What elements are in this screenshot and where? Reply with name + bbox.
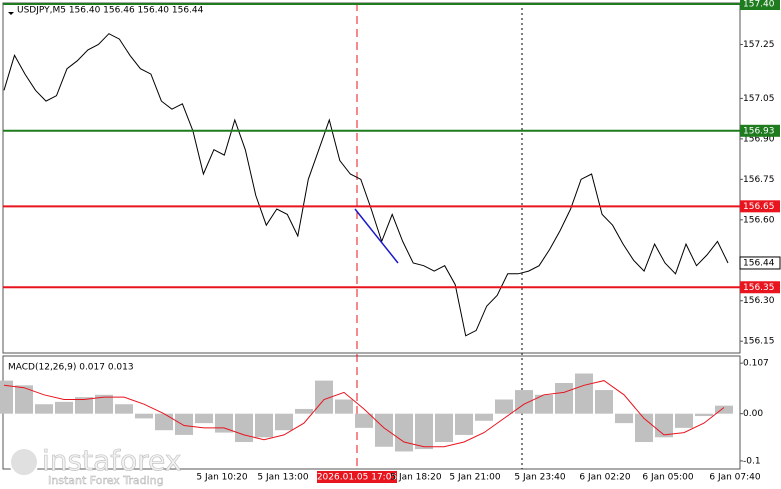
signal-line <box>3 380 725 448</box>
histogram-bar <box>75 397 93 414</box>
histogram-bar <box>435 413 453 443</box>
histogram-bar <box>115 404 133 414</box>
tagline: Instant Forex Trading <box>48 474 164 487</box>
histogram-bar <box>595 390 613 414</box>
y-tick-label: 156.60 <box>743 215 775 225</box>
histogram-bar <box>495 399 513 414</box>
histogram-bar <box>15 385 33 414</box>
histogram-bar <box>295 408 313 414</box>
x-tick-label: 5 Jan 18:20 <box>390 473 442 483</box>
histogram-bar <box>35 404 53 414</box>
histogram-bar <box>175 413 193 435</box>
histogram-bar <box>155 413 173 431</box>
y-tick-label: 157.25 <box>743 40 775 50</box>
histogram-bar <box>335 399 353 414</box>
level-tag <box>740 281 780 294</box>
price-panel <box>2 2 741 354</box>
watermark: instaforex Instant Forex Trading <box>9 444 182 487</box>
y-tick-label: -0.1 <box>743 456 761 466</box>
x-tick-label: 5 Jan 13:00 <box>257 473 309 483</box>
menu-arrow <box>8 12 14 15</box>
x-tick-label: 6 Jan 05:00 <box>642 473 694 483</box>
trend-annotation <box>354 208 399 264</box>
y-tick-label: 156.30 <box>743 296 775 306</box>
x-tick-label: 5 Jan 21:00 <box>449 473 501 483</box>
histogram-bar <box>275 413 293 431</box>
level-label: 156.93 <box>743 126 775 136</box>
level-label: 157.40 <box>743 0 775 10</box>
current-price-tag <box>739 256 781 270</box>
histogram-bar <box>395 413 413 452</box>
level-label: 156.65 <box>743 202 775 212</box>
x-tick-label: 5 Jan 23:40 <box>514 473 566 483</box>
y-tick-label: 156.90 <box>743 134 775 144</box>
histogram-bar <box>255 413 273 438</box>
level-tag <box>740 124 780 137</box>
level-tag <box>740 0 780 10</box>
histogram-bar <box>235 413 253 443</box>
histogram-bar <box>535 394 553 414</box>
histogram-bar <box>415 413 433 450</box>
histogram-bar <box>615 413 633 424</box>
histogram-bar <box>455 413 473 435</box>
level-tag <box>740 200 780 213</box>
y-tick-label: 156.15 <box>743 337 775 347</box>
brand: instaforex <box>42 444 181 477</box>
x-tick-label: 5 Jan 10:20 <box>196 473 248 483</box>
histogram-bar <box>375 413 393 447</box>
x-tick-label: 6 Jan 07:40 <box>709 473 761 483</box>
histogram-bar <box>575 373 593 414</box>
current-price-label: 156.44 <box>743 258 775 268</box>
histogram-bar <box>475 413 493 421</box>
y-tick-label: 156.75 <box>743 175 775 185</box>
histogram-bar <box>695 413 713 417</box>
logo <box>9 447 39 477</box>
histogram-bar <box>515 390 533 414</box>
y-tick-label: 0.00 <box>743 409 763 419</box>
histogram-bar <box>55 401 73 414</box>
histogram-bar <box>635 413 653 443</box>
level-label: 156.35 <box>743 283 775 293</box>
histogram-bar <box>95 394 113 414</box>
histogram-bar <box>555 382 573 414</box>
x-tick-label: 2026.01.05 17:05 <box>317 473 397 483</box>
macd-title: MACD(12,26,9) 0.017 0.013 <box>8 363 134 373</box>
histogram-bar <box>715 405 733 414</box>
y-tick-label: 0.107 <box>743 359 769 369</box>
histogram-bar <box>675 413 693 428</box>
x-tick-label: 6 Jan 02:20 <box>579 473 631 483</box>
histogram-bar <box>195 413 213 424</box>
histogram-bar <box>135 413 153 419</box>
crosshair-tag <box>317 471 397 483</box>
price-line <box>3 33 729 337</box>
y-tick-label: 157.05 <box>743 94 775 104</box>
histogram-bar <box>0 380 13 414</box>
chart-title: USDJPY,M5 156.40 156.46 156.40 156.44 <box>17 6 204 16</box>
histogram-bar <box>355 413 373 428</box>
